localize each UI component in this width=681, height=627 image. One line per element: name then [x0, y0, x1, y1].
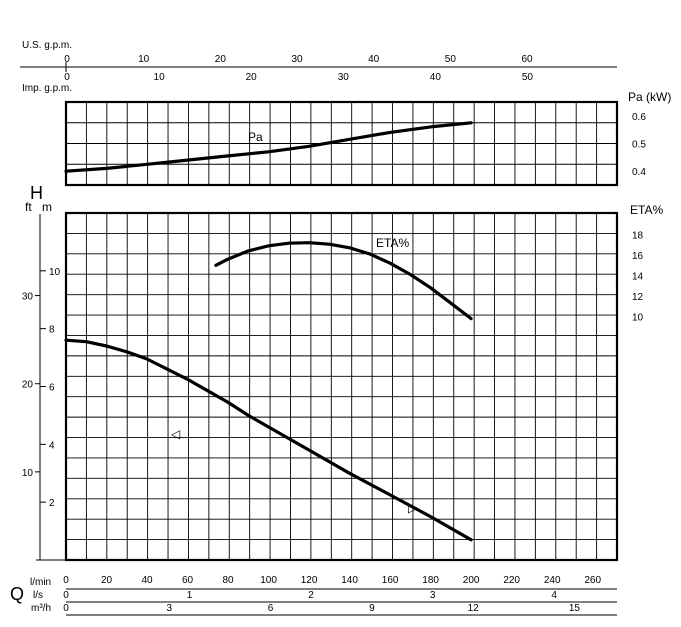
eta-curve-label: ETA% [376, 236, 409, 250]
eta-curve [214, 241, 473, 321]
head-ft-label: ft [25, 200, 32, 214]
eta-tick-label: 10 [632, 313, 644, 324]
impgpm-tick-label: 30 [338, 72, 350, 83]
lmin-tick-label: 20 [101, 575, 113, 586]
lmin-axis-label: l/min [30, 577, 51, 588]
impgpm-tick-label: 10 [154, 72, 166, 83]
eta-tick-label: 14 [632, 272, 644, 283]
curve-layer [64, 121, 473, 542]
ls-axis-label: l/s [33, 590, 43, 601]
lmin-tick-label: 180 [422, 575, 439, 586]
eta-tick-label: 18 [632, 231, 644, 242]
head-m-tick-label: 10 [49, 267, 61, 278]
lmin-tick-label: 80 [222, 575, 234, 586]
lmin-tick-label: 100 [260, 575, 277, 586]
pa-panel-frame [64, 100, 619, 187]
pa-curve [64, 121, 473, 173]
lmin-tick-label: 0 [63, 575, 69, 586]
lmin-tick-label: 200 [463, 575, 480, 586]
head-curve [64, 338, 473, 542]
head-marker-left: ◁ [170, 427, 180, 441]
head-m-tick-label: 4 [49, 440, 55, 451]
m3h-axis-label: m³/h [31, 603, 51, 614]
ls-tick-label: 0 [63, 590, 69, 601]
m3h-tick-label: 15 [569, 603, 581, 614]
m3h-tick-label: 0 [63, 603, 69, 614]
pa-tick-label: 0.4 [632, 167, 646, 178]
eta-axis-title: ETA% [630, 203, 663, 217]
grid-layer [66, 102, 617, 560]
usgpm-tick-label: 60 [521, 54, 533, 65]
lmin-tick-label: 220 [503, 575, 520, 586]
impgpm-axis-label: Imp. g.p.m. [22, 83, 72, 94]
lmin-tick-label: 240 [544, 575, 561, 586]
pa-tick-label: 0.5 [632, 140, 646, 151]
m3h-tick-label: 12 [468, 603, 480, 614]
m3h-tick-label: 3 [167, 603, 173, 614]
lmin-tick-label: 160 [382, 575, 399, 586]
pa-axis-title: Pa (kW) [628, 90, 671, 104]
lmin-tick-label: 120 [301, 575, 318, 586]
pa-curve-label: Pa [248, 130, 263, 144]
lmin-tick-label: 260 [584, 575, 601, 586]
q-axis-symbol: Q [10, 584, 24, 604]
lmin-tick-label: 140 [341, 575, 358, 586]
ls-tick-label: 1 [187, 590, 193, 601]
head-m-tick-label: 6 [49, 383, 55, 394]
head-ft-tick-label: 30 [22, 292, 34, 303]
ls-tick-label: 3 [430, 590, 436, 601]
usgpm-tick-label: 30 [291, 54, 303, 65]
eta-tick-label: 16 [632, 251, 644, 262]
eta-tick-label: 12 [632, 292, 644, 303]
pa-tick-label: 0.6 [632, 112, 646, 123]
head-m-label: m [42, 200, 52, 214]
impgpm-tick-label: 50 [522, 72, 534, 83]
m3h-tick-label: 9 [369, 603, 375, 614]
lmin-tick-label: 60 [182, 575, 194, 586]
usgpm-tick-label: 10 [138, 54, 150, 65]
head-m-tick-label: 8 [49, 325, 55, 336]
head-ft-tick-label: 20 [22, 380, 34, 391]
impgpm-tick-label: 20 [246, 72, 258, 83]
head-m-tick-label: 2 [49, 498, 55, 509]
usgpm-tick-label: 50 [445, 54, 457, 65]
impgpm-tick-label: 40 [430, 72, 442, 83]
main-panel-frame [64, 211, 619, 562]
m3h-tick-label: 6 [268, 603, 274, 614]
head-marker-right: ▷ [408, 501, 418, 515]
usgpm-axis-label: U.S. g.p.m. [22, 40, 72, 51]
lmin-tick-label: 40 [141, 575, 153, 586]
usgpm-tick-label: 40 [368, 54, 380, 65]
head-axis-symbol: H [30, 183, 43, 203]
head-ft-tick-label: 10 [22, 468, 34, 479]
usgpm-tick-label: 20 [215, 54, 227, 65]
impgpm-tick-label: 0 [64, 72, 70, 83]
frame-layer [20, 62, 619, 616]
usgpm-tick-label: 0 [64, 54, 70, 65]
ls-tick-label: 2 [308, 590, 314, 601]
ls-tick-label: 4 [551, 590, 557, 601]
label-layer: 0 10 20 30 40 50 600 10 20 30 40 500.40.50.61012141… [22, 54, 646, 614]
